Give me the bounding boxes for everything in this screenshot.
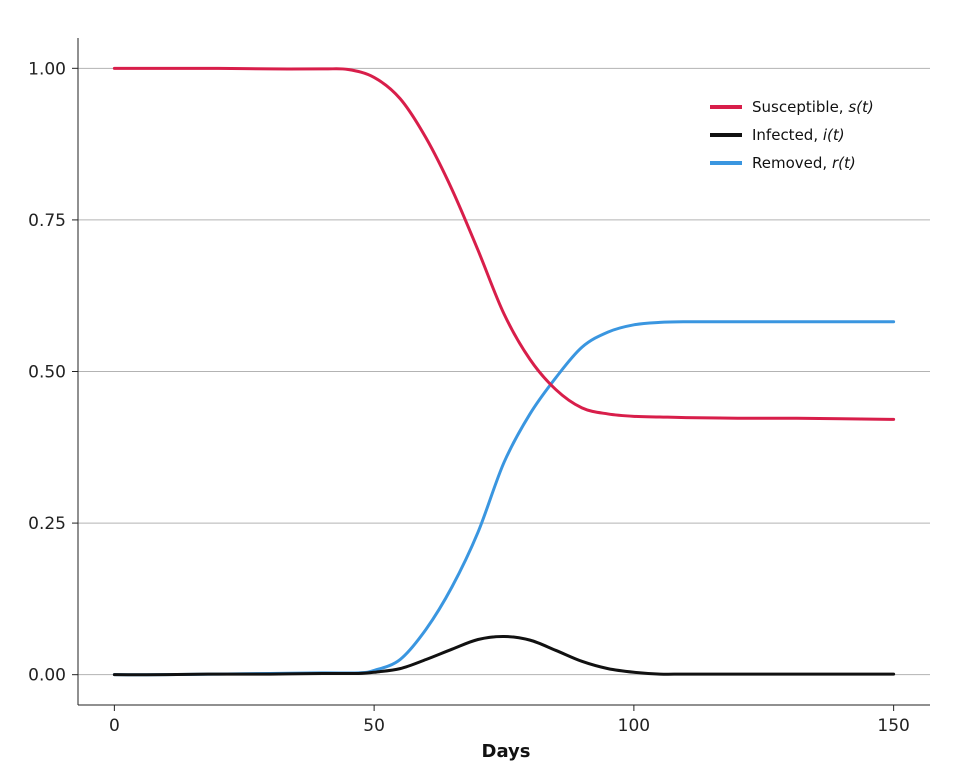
y-tick-label: 1.00 bbox=[28, 59, 66, 79]
legend-item-removed: Removed, r(t) bbox=[710, 154, 856, 172]
legend-item-susceptible: Susceptible, s(t) bbox=[710, 98, 874, 116]
y-tick-label: 0.75 bbox=[28, 211, 66, 231]
legend-label-variable: s(t) bbox=[848, 98, 873, 116]
y-tick-label: 0.25 bbox=[28, 514, 66, 534]
x-tick-label: 50 bbox=[363, 716, 385, 736]
tick-labels: 0.00 0.25 0.50 0.75 1.00 0 50 100 150 bbox=[28, 59, 910, 736]
series-line-removed bbox=[112, 320, 896, 677]
series-line-infected bbox=[112, 634, 896, 677]
legend: Susceptible, s(t)Infected, i(t)Removed, … bbox=[710, 98, 874, 172]
legend-label-variable: r(t) bbox=[832, 154, 856, 172]
x-tick-label: 100 bbox=[618, 716, 650, 736]
legend-label-prefix: Removed, bbox=[752, 154, 832, 172]
x-tick-label: 0 bbox=[109, 716, 120, 736]
series-line-susceptible bbox=[112, 66, 896, 421]
legend-label-variable: i(t) bbox=[823, 126, 845, 144]
x-axis-title: Days bbox=[482, 741, 531, 762]
legend-label: Infected, i(t) bbox=[752, 126, 845, 144]
y-tick-label: 0.50 bbox=[28, 363, 66, 383]
x-tick-label: 150 bbox=[877, 716, 909, 736]
legend-label-prefix: Susceptible, bbox=[752, 98, 848, 116]
legend-item-infected: Infected, i(t) bbox=[710, 126, 845, 144]
y-tick-label: 0.00 bbox=[28, 666, 66, 686]
legend-label-prefix: Infected, bbox=[752, 126, 823, 144]
legend-label: Removed, r(t) bbox=[752, 154, 856, 172]
series-lines bbox=[112, 66, 896, 677]
legend-label: Susceptible, s(t) bbox=[752, 98, 874, 116]
